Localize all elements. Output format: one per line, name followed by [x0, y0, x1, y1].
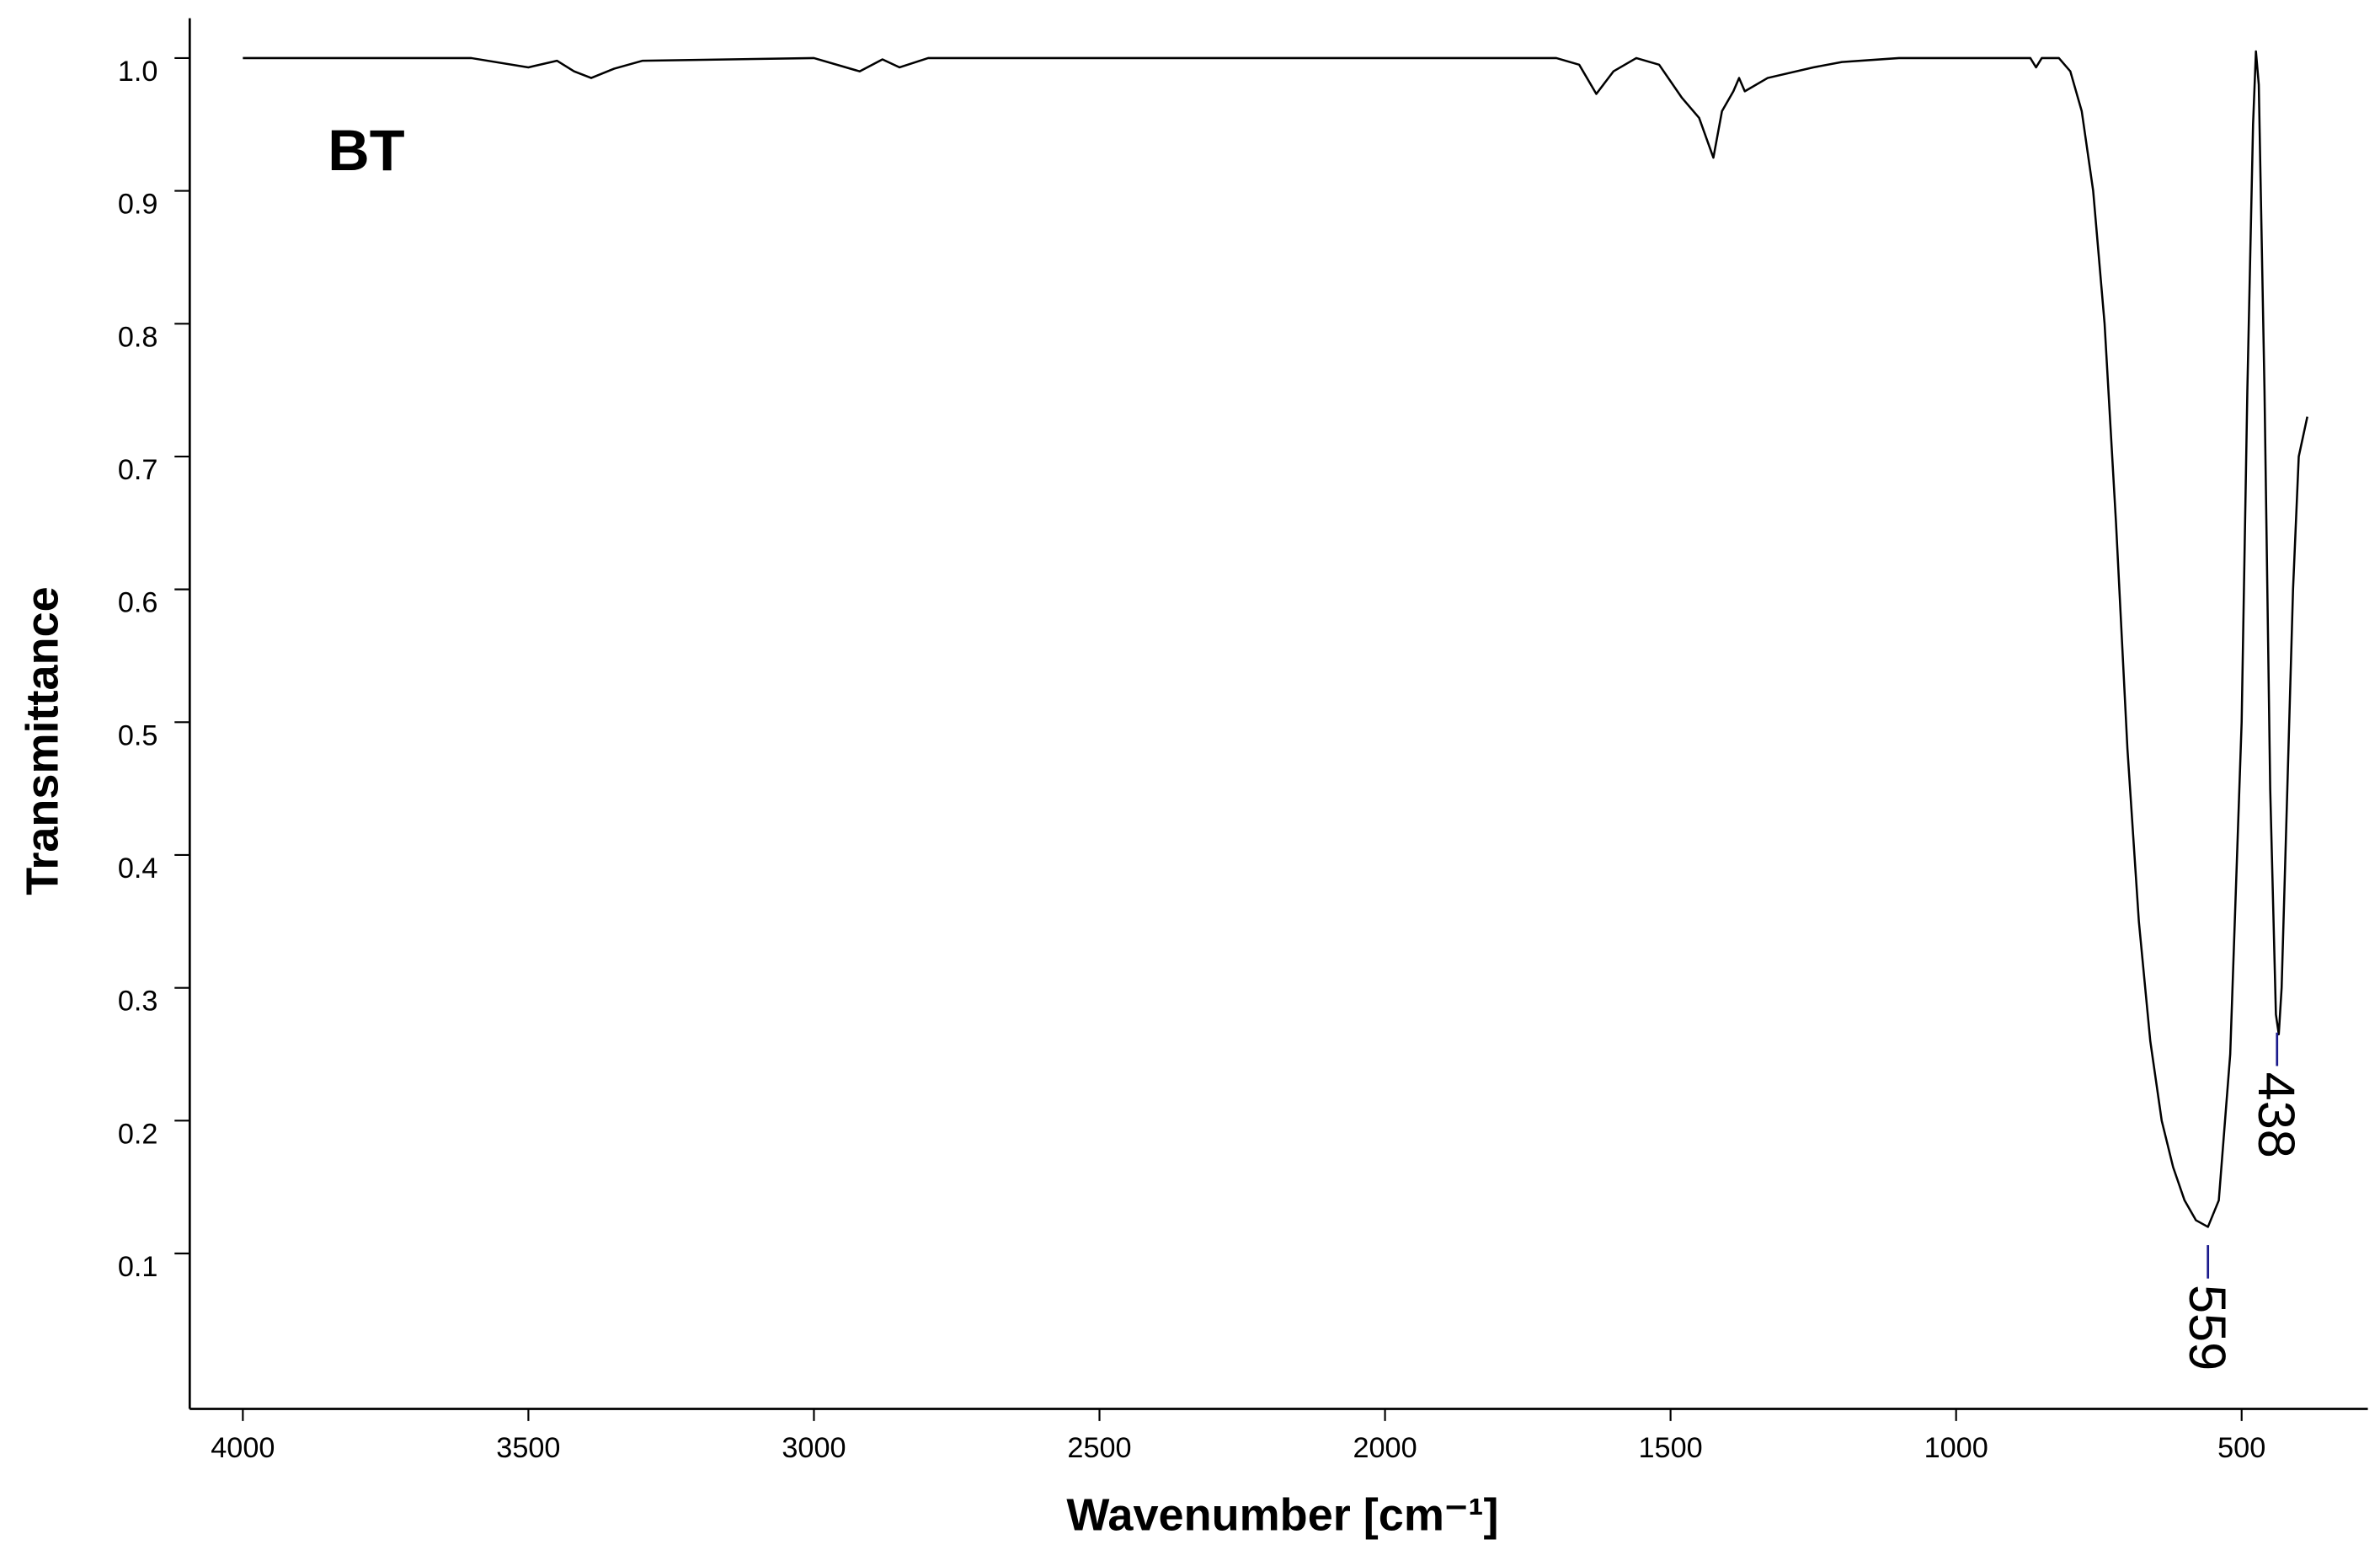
y-tick-label: 0.2 — [118, 1118, 158, 1150]
spectrum-line — [243, 50, 2308, 1228]
x-tick-label: 500 — [2217, 1432, 2265, 1464]
peak-label: 438 — [2248, 1072, 2305, 1158]
y-axis-title: Transmittance — [17, 586, 67, 895]
x-tick-label: 3500 — [496, 1432, 560, 1464]
x-axis-title: Wavenumber [cm⁻¹] — [1066, 1490, 1498, 1541]
x-tick-label: 2000 — [1353, 1432, 1417, 1464]
sample-label: BT — [328, 118, 404, 183]
y-tick-label: 0.3 — [118, 986, 158, 1018]
y-tick-label: 0.1 — [118, 1251, 158, 1283]
y-tick-label: 0.8 — [118, 321, 158, 353]
x-tick-label: 1000 — [1924, 1432, 1988, 1464]
y-tick-label: 1.0 — [118, 56, 158, 88]
x-tick-label: 4000 — [211, 1432, 275, 1464]
y-tick-label: 0.6 — [118, 587, 158, 619]
y-tick-label: 0.9 — [118, 189, 158, 221]
peak-label: 559 — [2179, 1285, 2236, 1371]
y-tick-label: 0.7 — [118, 454, 158, 486]
y-tick-label: 0.4 — [118, 852, 158, 885]
x-tick-label: 1500 — [1639, 1432, 1703, 1464]
x-tick-label: 3000 — [782, 1432, 846, 1464]
y-tick-label: 0.5 — [118, 719, 158, 751]
x-tick-label: 2500 — [1067, 1432, 1131, 1464]
